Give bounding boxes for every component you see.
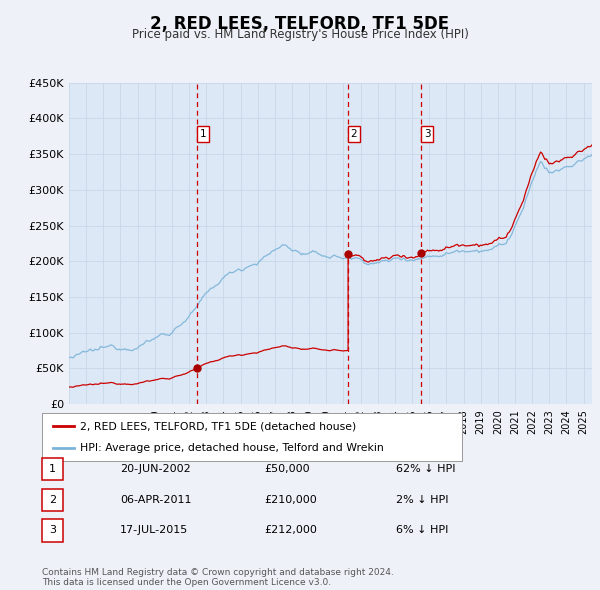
Text: 1: 1	[49, 464, 56, 474]
Text: 2: 2	[49, 495, 56, 504]
Text: 06-APR-2011: 06-APR-2011	[120, 495, 191, 504]
Text: 2, RED LEES, TELFORD, TF1 5DE (detached house): 2, RED LEES, TELFORD, TF1 5DE (detached …	[80, 421, 356, 431]
Text: 3: 3	[49, 526, 56, 535]
Text: HPI: Average price, detached house, Telford and Wrekin: HPI: Average price, detached house, Telf…	[80, 443, 383, 453]
Text: £210,000: £210,000	[264, 495, 317, 504]
Text: 20-JUN-2002: 20-JUN-2002	[120, 464, 191, 474]
Text: 2: 2	[350, 129, 357, 139]
Text: £50,000: £50,000	[264, 464, 310, 474]
Text: 17-JUL-2015: 17-JUL-2015	[120, 526, 188, 535]
Text: 1: 1	[200, 129, 206, 139]
Text: Price paid vs. HM Land Registry's House Price Index (HPI): Price paid vs. HM Land Registry's House …	[131, 28, 469, 41]
Text: 6% ↓ HPI: 6% ↓ HPI	[396, 526, 448, 535]
Text: 2, RED LEES, TELFORD, TF1 5DE: 2, RED LEES, TELFORD, TF1 5DE	[151, 15, 449, 34]
Text: 3: 3	[424, 129, 431, 139]
Text: Contains HM Land Registry data © Crown copyright and database right 2024.
This d: Contains HM Land Registry data © Crown c…	[42, 568, 394, 587]
Text: £212,000: £212,000	[264, 526, 317, 535]
Text: 2% ↓ HPI: 2% ↓ HPI	[396, 495, 449, 504]
Text: 62% ↓ HPI: 62% ↓ HPI	[396, 464, 455, 474]
